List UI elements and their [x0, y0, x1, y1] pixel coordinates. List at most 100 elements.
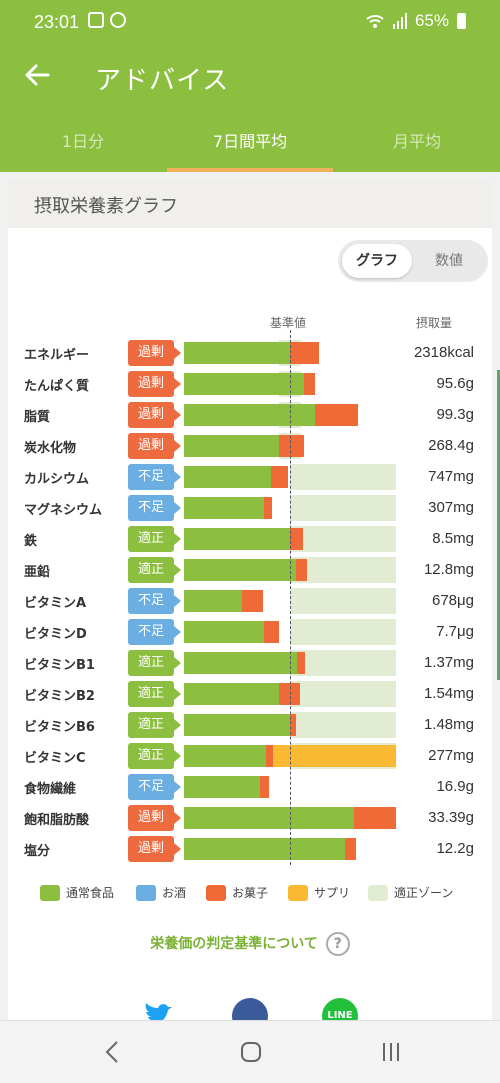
nutrient-name: 鉄 [24, 534, 38, 549]
intake-amount: 2318kcal [413, 344, 474, 361]
optimal-zone [290, 681, 396, 707]
intake-bar-track [184, 588, 397, 614]
status-time: 23:01 [34, 12, 80, 32]
tab-one-day[interactable]: 1日分 [61, 132, 105, 151]
intake-bar-track [184, 619, 397, 645]
status-badge: 過剰 [128, 805, 181, 831]
intake-bar-track [184, 681, 397, 707]
nutrient-row: ビタミンB1 適正 1.37mg [8, 650, 492, 676]
battery-level: 65% [414, 11, 449, 30]
standard-column-header: 基準値 [270, 316, 307, 330]
bar-normal-food [184, 466, 271, 488]
legend-swatch [136, 884, 156, 901]
intake-amount: 678μg [431, 592, 474, 609]
bar-snack [263, 621, 280, 643]
status-badge: 不足 [128, 464, 181, 490]
criteria-link-label: 栄養価の判定基準について [150, 936, 318, 952]
nutrient-row: 炭水化物 過剰 268.4g [8, 433, 492, 459]
bar-snack [345, 838, 356, 860]
bar-normal-food [184, 342, 290, 364]
nav-back-icon[interactable] [98, 1037, 128, 1067]
tab-monthly-average[interactable]: 月平均 [392, 132, 441, 151]
status-badge: 過剰 [128, 836, 181, 862]
nutrient-name: 亜鉛 [24, 565, 51, 580]
nutrient-name: エネルギー [24, 348, 90, 363]
intake-amount: 16.9g [436, 778, 474, 795]
graph-view-button[interactable]: グラフ [342, 244, 412, 278]
legend-swatch [288, 884, 308, 901]
card-title: 摂取栄養素グラフ [34, 196, 178, 217]
optimal-zone [290, 464, 396, 490]
status-badge: 不足 [128, 619, 181, 645]
legend-swatch [368, 884, 388, 901]
intake-amount: 747mg [428, 468, 474, 485]
status-badge: 過剰 [128, 371, 181, 397]
intake-amount: 99.3g [436, 406, 474, 423]
intake-bar-track [184, 495, 397, 521]
status-badge: 不足 [128, 495, 181, 521]
page-title: アドバイス [95, 66, 230, 96]
criteria-link[interactable]: 栄養価の判定基準について? [8, 932, 492, 956]
help-icon[interactable]: ? [325, 932, 350, 956]
intake-amount: 268.4g [428, 437, 474, 454]
optimal-zone [290, 526, 396, 552]
intake-bar-track [184, 805, 397, 831]
bar-normal-food [184, 373, 304, 395]
title-bar: アドバイス [0, 40, 500, 112]
nav-home-icon[interactable] [236, 1037, 266, 1067]
bar-normal-food [184, 807, 354, 829]
intake-amount: 12.8mg [423, 561, 474, 578]
status-badge: 過剰 [128, 402, 181, 428]
intake-amount: 1.54mg [423, 685, 474, 702]
intake-amount: 33.39g [428, 809, 474, 826]
nutrient-row: エネルギー 過剰 2318kcal [8, 340, 492, 366]
nutrient-graph-card: 摂取栄養素グラフ グラフ 数値 基準値 摂取量 エネルギー 過剰 2318kcal た… [8, 180, 492, 1080]
tab-seven-day-average[interactable]: 7日間平均 [212, 132, 288, 151]
bar-normal-food [184, 652, 298, 674]
intake-bar-track [184, 433, 397, 459]
nutrient-name: ビタミンB1 [24, 658, 95, 673]
nutrient-row: カルシウム 不足 747mg [8, 464, 492, 490]
bar-normal-food [184, 404, 316, 426]
intake-amount: 1.48mg [423, 716, 474, 733]
intake-column-header: 摂取量 [416, 316, 453, 330]
scrollbar[interactable] [497, 370, 500, 680]
legend-item: お酒 [136, 884, 186, 901]
nutrient-row: 食物繊維 不足 16.9g [8, 774, 492, 800]
twitter-icon[interactable] [140, 998, 176, 1034]
bar-snack [270, 466, 288, 488]
nutrient-name: ビタミンA [24, 596, 87, 611]
system-icons: 65% [365, 11, 466, 31]
nutrient-name: ビタミンB2 [24, 689, 95, 704]
bar-snack [297, 652, 305, 674]
status-badge: 過剰 [128, 340, 181, 366]
bar-normal-food [184, 745, 266, 767]
intake-amount: 277mg [428, 747, 474, 764]
view-toggle: グラフ 数値 [338, 240, 488, 282]
signal-icon [392, 13, 407, 29]
nutrient-name: ビタミンC [24, 751, 86, 766]
nutrient-row: ビタミンC 適正 277mg [8, 743, 492, 769]
nav-recents-icon[interactable] [376, 1037, 406, 1067]
active-tab-indicator [167, 168, 333, 172]
intake-bar-track [184, 774, 397, 800]
status-bar: 23:01 65% [0, 0, 500, 40]
nutrient-row: 脂質 過剰 99.3g [8, 402, 492, 428]
nutrient-row: 飽和脂肪酸 過剰 33.39g [8, 805, 492, 831]
nutrient-row: たんぱく質 過剰 95.6g [8, 371, 492, 397]
legend-label: お酒 [162, 886, 187, 900]
status-badge: 適正 [128, 712, 181, 738]
intake-bar-track [184, 743, 397, 769]
legend-label: お菓子 [232, 886, 269, 900]
bar-normal-food [184, 683, 280, 705]
bar-normal-food [184, 621, 264, 643]
nutrient-row: ビタミンA 不足 678μg [8, 588, 492, 614]
optimal-zone [290, 588, 396, 614]
values-view-button[interactable]: 数値 [435, 253, 463, 269]
legend-item: 通常食品 [40, 884, 114, 901]
nutrient-name: ビタミンB6 [24, 720, 95, 735]
intake-amount: 7.7μg [436, 623, 474, 640]
back-arrow-icon[interactable] [22, 60, 52, 90]
bar-snack [353, 807, 396, 829]
legend-item: お菓子 [206, 884, 268, 901]
